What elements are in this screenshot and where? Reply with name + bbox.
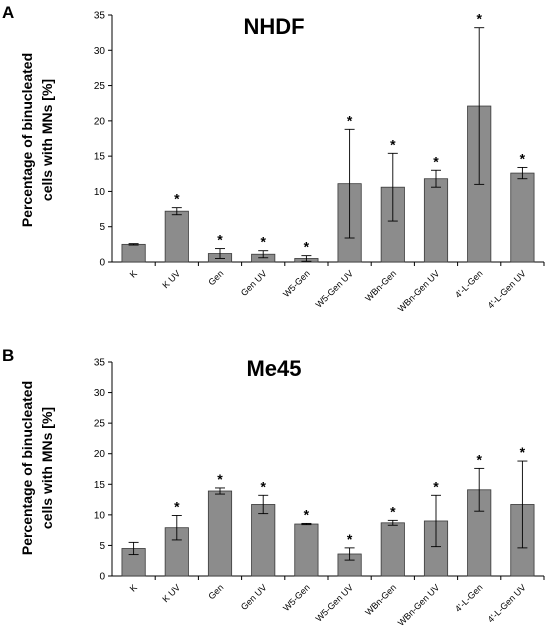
y-axis-label-line-1: Percentage of binucleated [19,53,35,227]
x-tick-label: 4'-L-Gen [453,582,485,614]
significance-marker: * [260,478,266,494]
panel-letter: B [2,346,14,365]
bar [121,243,146,263]
significance-marker: * [476,451,482,467]
y-axis-label-line-2: cells with MNs [%] [39,79,55,201]
x-tick-label: WBn-Gen UV [396,582,442,628]
y-tick-label: 15 [94,152,106,163]
bar [423,178,449,263]
x-tick-label: W5-Gen [281,582,312,613]
x-tick-label: K [128,268,139,279]
bar [251,504,276,577]
y-tick-label: 35 [94,358,106,369]
bar [164,210,189,263]
significance-marker: * [260,234,266,250]
bar [510,172,535,263]
x-tick-label: WBn-Gen [363,582,398,617]
plot-area: 0 5 10 15 20 25 30 35 K * K UV * Gen * Gen UV * W5-Gen * W… [94,358,545,628]
chart-panel-a: A NHDF Percentage of binucleated cells w… [2,3,545,314]
significance-marker: * [217,232,223,248]
x-tick-label: Gen [206,582,225,601]
chart-title: NHDF [243,14,304,39]
x-tick-label: K UV [160,582,182,604]
x-tick-label: 4'-L-Gen UV [486,268,528,310]
x-tick-label: W5-Gen UV [314,582,355,623]
significance-marker: * [174,498,180,514]
y-axis-label-line-2: cells with MNs [%] [39,407,55,529]
significance-marker: * [304,506,310,522]
x-tick-label: WBn-Gen [363,268,398,303]
panel-letter: A [2,3,14,22]
bar [294,523,319,577]
y-tick-label: 30 [94,388,106,399]
significance-marker: * [433,153,439,169]
bar [380,522,405,577]
y-tick-label: 20 [94,116,106,127]
x-tick-label: Gen UV [239,582,269,612]
x-tick-label: 4'-L-Gen [453,268,485,300]
y-tick-label: 10 [94,187,106,198]
y-tick-label: 15 [94,480,106,491]
x-tick-label: Gen UV [239,268,269,298]
y-tick-label: 5 [99,222,105,233]
y-tick-label: 25 [94,81,106,92]
significance-marker: * [476,11,482,27]
x-tick-label: Gen [206,268,225,287]
significance-marker: * [174,191,180,207]
x-tick-label: W5-Gen [281,268,312,299]
bar [207,490,233,577]
x-tick-label: WBn-Gen UV [396,268,442,314]
x-tick-label: 4'-L-Gen UV [486,582,528,624]
y-tick-label: 30 [94,46,106,57]
x-tick-label: W5-Gen UV [314,268,355,309]
y-tick-label: 20 [94,449,106,460]
y-tick-label: 0 [99,572,105,583]
x-tick-label: K UV [160,268,182,290]
significance-marker: * [520,444,526,460]
y-tick-label: 10 [94,510,106,521]
x-tick-label: K [128,582,139,593]
significance-marker: * [304,239,310,255]
significance-marker: * [347,531,353,547]
significance-marker: * [217,471,223,487]
significance-marker: * [390,136,396,152]
significance-marker: * [433,478,439,494]
y-tick-label: 0 [99,258,105,269]
significance-marker: * [347,112,353,128]
y-tick-label: 25 [94,419,106,430]
chart-panel-b: B Me45 Percentage of binucleated cells w… [2,346,545,628]
significance-marker: * [390,503,396,519]
chart-title: Me45 [246,356,301,381]
significance-marker: * [520,150,526,166]
y-axis-label-line-1: Percentage of binucleated [19,381,35,555]
y-tick-label: 5 [99,541,105,552]
y-tick-label: 35 [94,11,106,22]
